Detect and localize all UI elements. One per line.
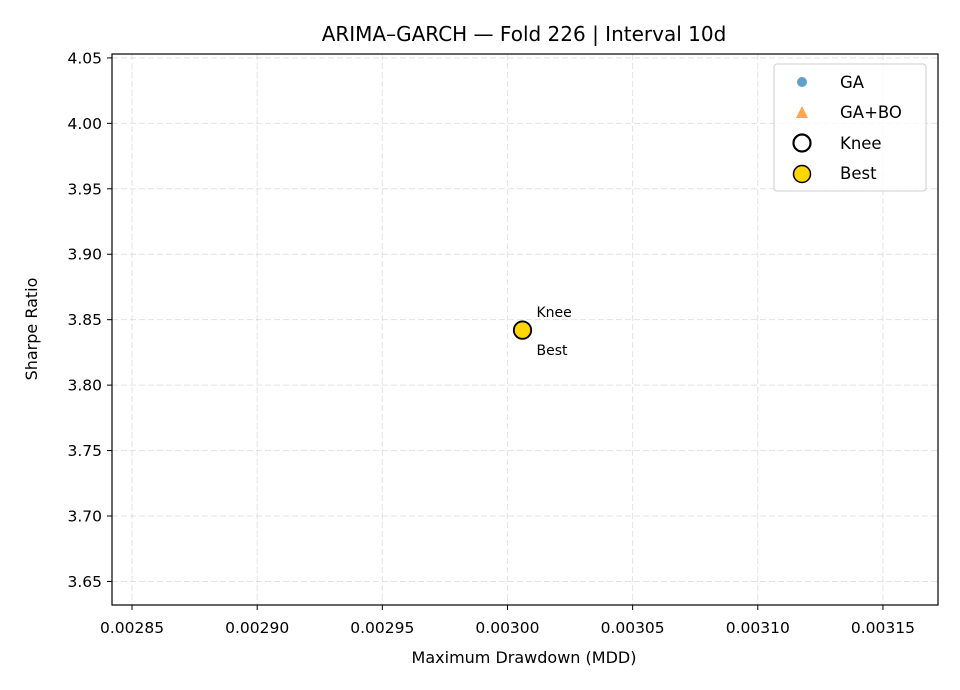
y-axis-ticks: 3.65 3.70 3.75 3.80 3.85 3.90 3.95 4.00 4.05 [67, 49, 112, 591]
y-tick-label: 4.00 [67, 115, 102, 133]
chart-title: ARIMA–GARCH — Fold 226 | Interval 10d [322, 22, 727, 46]
legend-label-knee: Knee [840, 134, 882, 153]
x-tick-label: 0.00285 [100, 619, 164, 637]
legend-label-best: Best [840, 164, 877, 183]
x-tick-label: 0.00290 [225, 619, 289, 637]
legend-label-ga: GA [840, 73, 865, 92]
y-tick-label: 3.70 [67, 508, 102, 526]
grid [112, 54, 938, 605]
legend-marker-ga [797, 77, 807, 87]
y-tick-label: 4.05 [67, 49, 102, 67]
y-tick-label: 3.85 [67, 311, 102, 329]
y-tick-label: 3.90 [67, 246, 102, 264]
plot-frame [111, 53, 939, 606]
legend-marker-ga-bo [796, 106, 808, 118]
legend-marker-knee [792, 133, 812, 153]
legend: GA GA+BO Knee Best [773, 63, 927, 192]
point-best [513, 320, 532, 340]
legend-frame [773, 63, 927, 192]
x-tick-label: 0.00310 [726, 619, 790, 637]
annotation-best: Best [536, 343, 568, 359]
legend-label-ga-bo: GA+BO [840, 103, 902, 122]
y-axis-label: Sharpe Ratio [22, 278, 41, 381]
legend-marker-best [792, 164, 812, 184]
y-tick-label: 3.65 [67, 573, 102, 591]
y-tick-label: 3.75 [67, 442, 102, 460]
data-points [512, 320, 533, 340]
x-tick-label: 0.00305 [601, 619, 665, 637]
y-tick-label: 3.80 [67, 377, 102, 395]
x-axis-ticks: 0.00285 0.00290 0.00295 0.00300 0.00305 0.003… [100, 605, 915, 637]
annotation-knee: Knee [536, 305, 571, 321]
point-annotations: Knee Best [536, 305, 571, 359]
x-tick-label: 0.00315 [851, 619, 915, 637]
y-tick-label: 3.95 [67, 180, 102, 198]
x-tick-label: 0.00300 [475, 619, 539, 637]
x-axis-label: Maximum Drawdown (MDD) [412, 648, 637, 667]
x-tick-label: 0.00295 [350, 619, 414, 637]
